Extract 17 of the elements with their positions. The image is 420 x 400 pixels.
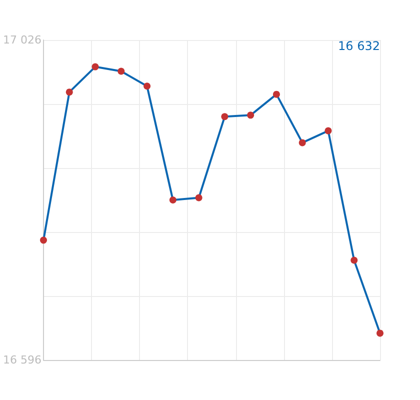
point [66, 88, 73, 96]
point [40, 236, 47, 244]
point [144, 82, 151, 90]
point [169, 196, 176, 204]
point [247, 112, 254, 119]
point [221, 113, 228, 120]
point [324, 127, 332, 134]
point [376, 330, 384, 337]
point [272, 90, 280, 98]
y-tick-label: 16 596 [2, 354, 42, 366]
point [298, 139, 306, 146]
point [195, 194, 202, 202]
point [350, 256, 358, 264]
y-tick-label: 17 026 [2, 34, 42, 46]
point [118, 68, 125, 75]
annotation: 16 632 [338, 39, 380, 53]
point [92, 63, 99, 70]
